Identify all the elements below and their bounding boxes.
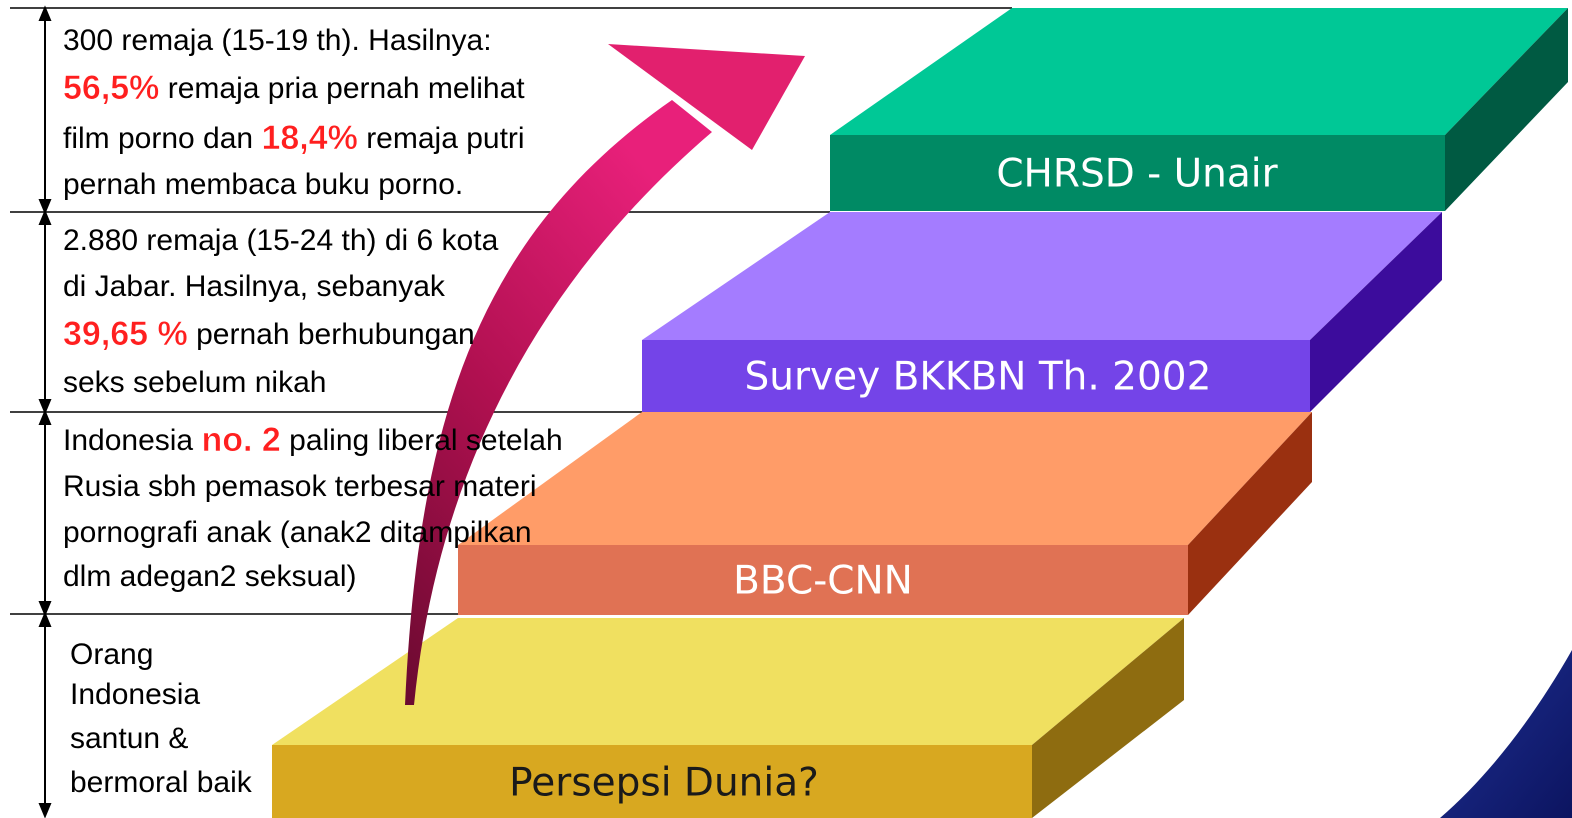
text-segment: pornografi anak (anak2 ditampilkan: [63, 516, 532, 549]
text-segment: bermoral baik: [70, 766, 253, 799]
step-front: [272, 745, 1032, 818]
text-segment: film porno dan: [63, 122, 261, 155]
arrow-heads: [38, 611, 52, 818]
step-front: [458, 545, 1188, 615]
step-front: [830, 135, 1445, 211]
step-front: [642, 340, 1310, 412]
step-top: [272, 618, 1184, 745]
text-segment: di Jabar. Hasilnya, sebanyak: [63, 270, 446, 303]
text-segment: Rusia sbh pemasok terbesar materi: [63, 470, 537, 503]
step-top: [458, 412, 1312, 545]
text-segment: 300 remaja (15-19 th). Hasilnya:: [63, 24, 492, 57]
text-segment: Orang: [70, 638, 153, 671]
description-line: 39,65 % pernah berhubungan: [63, 315, 475, 353]
description-line: santun &: [70, 722, 188, 755]
step-side: [1188, 412, 1312, 615]
curved-arrow: [405, 44, 805, 705]
description-line: 2.880 remaja (15-24 th) di 6 kota: [63, 224, 499, 257]
step-orange: [458, 412, 1312, 615]
highlight: 56,5%: [63, 69, 159, 107]
step-purple: [642, 212, 1442, 412]
text-segment: seks sebelum nikah: [63, 366, 326, 399]
arrow-body: [405, 100, 712, 705]
description-line: 56,5% remaja pria pernah melihat: [63, 69, 525, 107]
step-green: [830, 8, 1568, 211]
text-segment: Indonesia: [70, 678, 200, 711]
step-label: Persepsi Dunia?: [509, 761, 819, 806]
step-top: [642, 212, 1442, 340]
descriptions: 300 remaja (15-19 th). Hasilnya: 56,5% re…: [63, 24, 563, 799]
step-side: [1445, 8, 1568, 211]
step-side: [1032, 618, 1184, 818]
highlight: 39,65 %: [63, 315, 188, 353]
description-line: film porno dan 18,4% remaja putri: [63, 119, 525, 157]
text-segment: pernah membaca buku porno.: [63, 168, 463, 201]
highlight: no. 2: [201, 421, 280, 459]
description-line: pernah membaca buku porno.: [63, 168, 463, 201]
step-label: Survey BKKBN Th. 2002: [745, 355, 1212, 400]
corner-decoration: [1440, 650, 1572, 818]
range-arrows: [38, 5, 52, 818]
text-segment: remaja putri: [358, 122, 525, 155]
text-segment: paling liberal setelah: [281, 424, 563, 457]
text-segment: santun &: [70, 722, 188, 755]
text-segment: 2.880 remaja (15-24 th) di 6 kota: [63, 224, 499, 257]
description-line: Orang: [70, 638, 153, 671]
description-line: seks sebelum nikah: [63, 366, 326, 399]
description-line: 300 remaja (15-19 th). Hasilnya:: [63, 24, 492, 57]
description-line: Indonesia: [70, 678, 200, 711]
text-segment: remaja pria pernah melihat: [159, 72, 525, 105]
step-top: [830, 8, 1568, 135]
arrow-heads: [38, 5, 52, 215]
text-segment: pernah berhubungan: [188, 318, 475, 351]
description-line: bermoral baik: [70, 766, 253, 799]
description-line: di Jabar. Hasilnya, sebanyak: [63, 270, 446, 303]
step-side: [1310, 212, 1442, 412]
description-line: Rusia sbh pemasok terbesar materi: [63, 470, 537, 503]
description-line: Indonesia no. 2 paling liberal setelah: [63, 421, 563, 459]
step-yellow: [272, 618, 1184, 818]
arrow-heads: [38, 409, 52, 617]
description-line: pornografi anak (anak2 ditampilkan: [63, 516, 532, 549]
text-segment: Indonesia: [63, 424, 201, 457]
separators: [10, 7, 1012, 615]
text-segment: dlm adegan2 seksual): [63, 560, 357, 593]
step-label: CHRSD - Unair: [996, 152, 1278, 197]
arrow-head: [608, 44, 805, 150]
highlight: 18,4%: [261, 119, 357, 157]
description-line: dlm adegan2 seksual): [63, 560, 357, 593]
step-label: BBC-CNN: [733, 559, 913, 604]
arrow-heads: [38, 209, 52, 415]
